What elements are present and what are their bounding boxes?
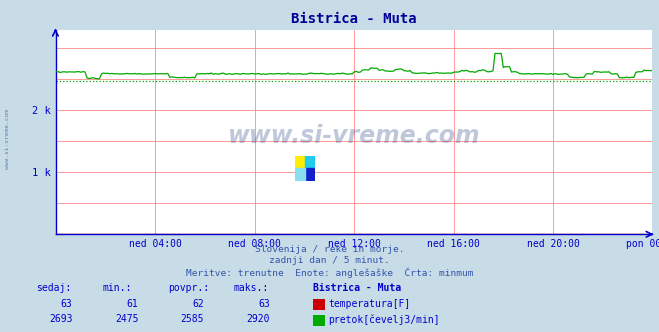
Text: povpr.:: povpr.: — [168, 283, 209, 293]
Text: 2475: 2475 — [115, 314, 138, 324]
Text: pretok[čevelj3/min]: pretok[čevelj3/min] — [328, 314, 440, 325]
Text: www.si-vreme.com: www.si-vreme.com — [228, 124, 480, 148]
Text: 61: 61 — [127, 299, 138, 309]
Text: sedaj:: sedaj: — [36, 283, 71, 293]
Text: www.si-vreme.com: www.si-vreme.com — [5, 110, 11, 169]
Text: min.:: min.: — [102, 283, 132, 293]
Bar — [305, 169, 315, 181]
Text: zadnji dan / 5 minut.: zadnji dan / 5 minut. — [269, 256, 390, 265]
Bar — [305, 156, 315, 169]
Text: Slovenija / reke in morje.: Slovenija / reke in morje. — [255, 245, 404, 254]
Title: Bistrica - Muta: Bistrica - Muta — [291, 12, 417, 26]
Text: 62: 62 — [192, 299, 204, 309]
Text: 2920: 2920 — [246, 314, 270, 324]
Text: temperatura[F]: temperatura[F] — [328, 299, 411, 309]
Text: 63: 63 — [258, 299, 270, 309]
Bar — [295, 169, 305, 181]
Text: 2585: 2585 — [181, 314, 204, 324]
Text: Bistrica - Muta: Bistrica - Muta — [313, 283, 401, 293]
Text: 63: 63 — [61, 299, 72, 309]
Bar — [295, 156, 305, 169]
Text: Meritve: trenutne  Enote: anglešaške  Črta: minmum: Meritve: trenutne Enote: anglešaške Črta… — [186, 268, 473, 279]
Text: maks.:: maks.: — [234, 283, 269, 293]
Text: 2693: 2693 — [49, 314, 72, 324]
